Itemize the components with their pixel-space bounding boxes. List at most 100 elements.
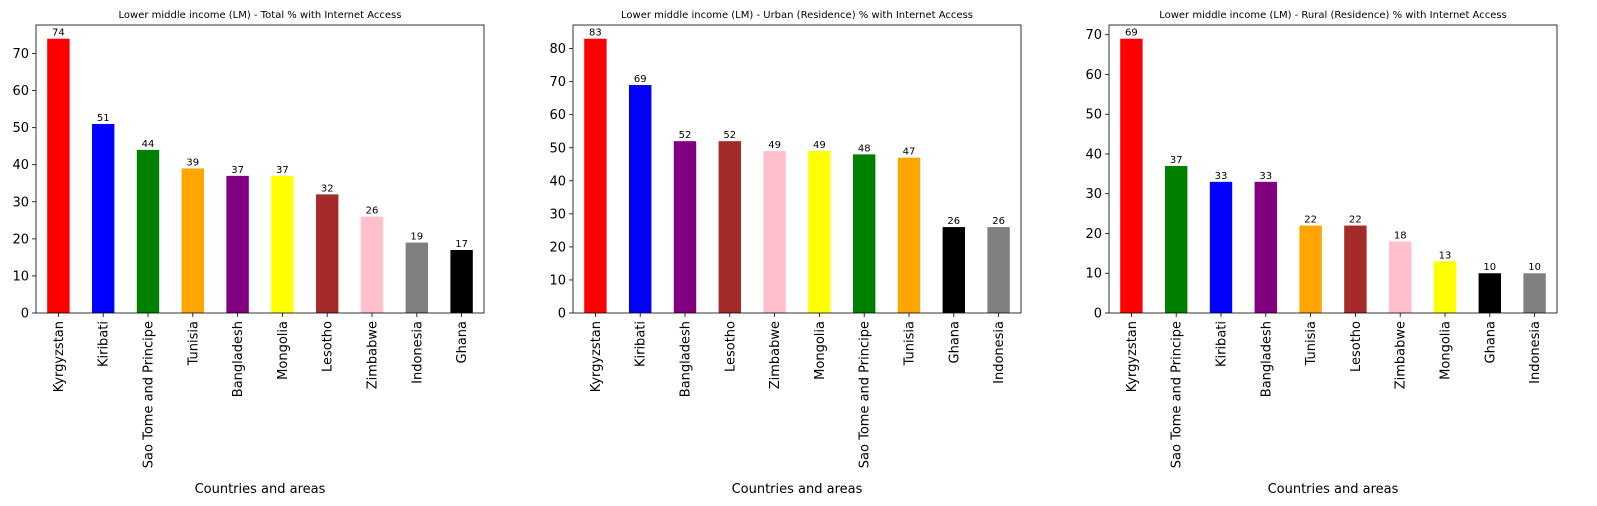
bar [808,151,831,313]
bar-value-label: 22 [1349,215,1362,226]
category-label: Lesotho [723,321,738,372]
y-tick-label: 50 [12,121,29,136]
y-tick-label: 20 [12,232,29,247]
bar-value-label: 47 [903,147,916,158]
bar [1478,273,1501,313]
bar [450,249,473,313]
y-tick-label: 40 [12,158,29,173]
y-tick-label: 60 [1085,68,1102,83]
y-tick-label: 10 [1085,267,1102,282]
bar-value-label: 22 [1304,215,1317,226]
category-label: Kyrgyzstan [52,321,67,392]
y-tick-label: 70 [12,47,29,62]
category-label: Sao Tome and Principe [1170,321,1185,468]
category-label: Tunisia [1304,321,1319,366]
category-label: Kyrgyzstan [589,321,604,392]
chart-title: Lower middle income (LM) - Total % with … [119,10,402,21]
bar-value-label: 51 [97,113,110,124]
bar-value-label: 10 [1483,262,1496,273]
bar-value-label: 32 [321,183,334,194]
bar [1389,241,1412,313]
category-label: Kiribati [1215,321,1230,367]
bar [405,242,428,313]
category-label: Ghana [455,321,470,364]
category-label: Tunisia [186,321,201,366]
category-label: Kiribati [97,321,112,367]
x-axis-label: Countries and areas [1268,482,1399,497]
bar [853,154,876,313]
axes-frame [35,24,485,314]
bar [897,157,921,313]
y-tick-label: 70 [1085,28,1102,43]
bar [47,38,70,313]
bar [360,216,384,313]
bar-value-label: 39 [186,157,199,168]
category-label: Tunisia [903,321,918,366]
bar [316,194,339,313]
axes-frame [1108,24,1558,314]
y-tick-label: 10 [12,269,29,284]
bar-value-label: 10 [1528,262,1541,273]
chart-panel-total: Lower middle income (LM) - Total % with … [12,10,485,497]
bar [629,84,652,314]
category-label: Lesotho [1349,321,1364,372]
bar-value-label: 74 [52,28,65,39]
bar-value-label: 17 [455,239,468,250]
bar [718,141,741,313]
y-tick-label: 0 [21,307,29,322]
bar-value-label: 33 [1259,171,1272,182]
y-tick-label: 30 [549,207,566,222]
bar [1433,261,1457,313]
bar-value-label: 49 [813,140,826,151]
category-label: Lesotho [321,321,336,372]
bar-value-label: 52 [679,130,692,141]
bar [1209,181,1233,313]
axes-frame [572,24,1022,314]
bar [181,168,204,313]
x-axis-label: Countries and areas [732,482,863,497]
category-label: Sao Tome and Principe [858,321,873,468]
y-tick-label: 50 [1085,108,1102,123]
bar-value-label: 37 [231,165,244,176]
category-label: Bangladesh [231,321,246,397]
category-label: Ghana [947,321,962,364]
category-label: Kiribati [634,321,649,367]
bar-value-label: 49 [768,140,781,151]
bar [1165,165,1188,313]
bar [584,38,607,313]
bar [1254,181,1277,313]
category-label: Mongolia [813,321,828,380]
bar-value-label: 13 [1439,250,1452,261]
category-label: Kyrgyzstan [1125,321,1140,392]
bar [92,123,115,314]
category-label: Indonesia [992,321,1007,384]
chart-title: Lower middle income (LM) - Rural (Reside… [1159,10,1507,21]
bar [763,151,786,313]
bar-value-label: 83 [589,28,602,39]
category-label: Bangladesh [679,321,694,397]
y-tick-label: 40 [549,174,566,189]
category-label: Mongolia [1439,321,1454,380]
bar-value-label: 37 [276,165,289,176]
bar-value-label: 37 [1170,155,1183,166]
bar [1344,225,1367,313]
bar [226,175,249,313]
y-tick-label: 0 [1094,307,1102,322]
bar-value-label: 69 [1125,28,1138,39]
bar-value-label: 69 [634,74,647,85]
y-tick-label: 50 [549,141,566,156]
bar-value-label: 52 [723,130,736,141]
category-label: Mongolia [276,321,291,380]
category-label: Bangladesh [1259,321,1274,397]
y-tick-label: 20 [549,240,566,255]
bar-value-label: 44 [142,139,155,150]
chart-title: Lower middle income (LM) - Urban (Reside… [621,10,973,21]
bar-value-label: 48 [858,143,871,154]
x-axis-label: Countries and areas [195,482,326,497]
bar-value-label: 26 [947,216,960,227]
y-tick-label: 60 [12,84,29,99]
y-tick-label: 30 [1085,187,1102,202]
bar-value-label: 33 [1215,171,1228,182]
bar [271,175,294,313]
